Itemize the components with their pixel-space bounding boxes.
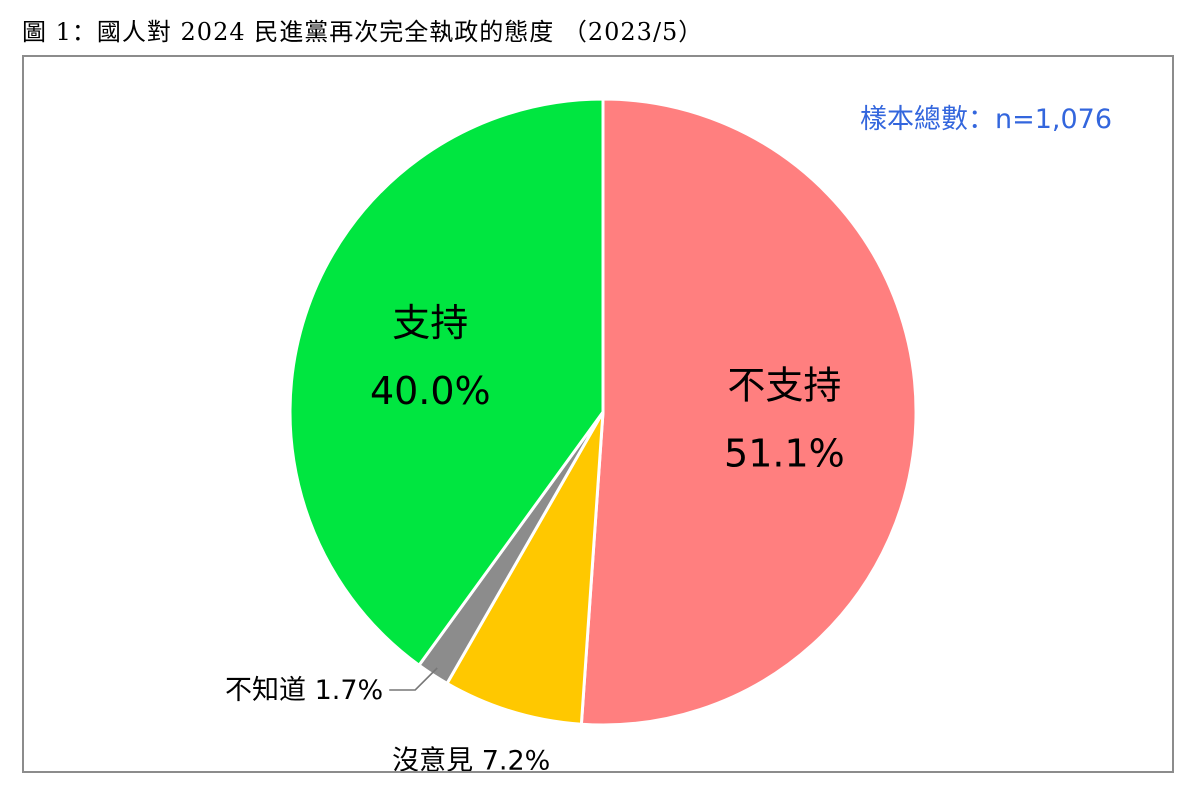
slice-label-support: 支持 — [392, 301, 468, 345]
chart-frame: 樣本總數：n=1,076 不支持 51.1% 沒意見 7.2% 不知道 1.7% 支持 4… — [22, 55, 1174, 773]
slice-value-dont-know: 1.7% — [315, 675, 384, 706]
slice-label-no-opinion: 沒意見 7.2% — [392, 746, 550, 771]
leader-line-dont-know — [389, 667, 438, 691]
slice-value-no-opinion: 7.2% — [482, 746, 551, 771]
slice-label-text-no-opinion: 沒意見 — [392, 746, 482, 771]
slice-label-text-dont-know: 不知道 — [225, 675, 315, 706]
slice-value-not-support: 51.1% — [724, 431, 845, 475]
pie-chart: 不支持 51.1% 沒意見 7.2% 不知道 1.7% 支持 40.0% — [225, 97, 918, 771]
pie-slice-no-opinion — [445, 410, 605, 726]
slice-label-not-support: 不支持 — [727, 363, 841, 407]
pie-slice-support — [288, 97, 605, 667]
figure-title: 圖 1：國人對 2024 民進黨再次完全執政的態度 （2023/5） — [22, 18, 704, 46]
pie-slice-not-support — [579, 97, 918, 727]
slice-label-dont-know: 不知道 1.7% — [225, 675, 383, 706]
sample-size-note: 樣本總數：n=1,076 — [859, 104, 1112, 135]
slice-value-support: 40.0% — [370, 369, 491, 413]
